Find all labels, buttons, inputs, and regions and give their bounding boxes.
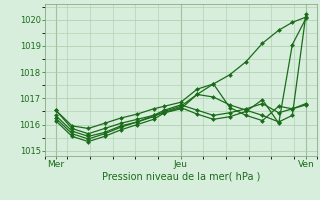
X-axis label: Pression niveau de la mer( hPa ): Pression niveau de la mer( hPa ) — [102, 172, 260, 182]
